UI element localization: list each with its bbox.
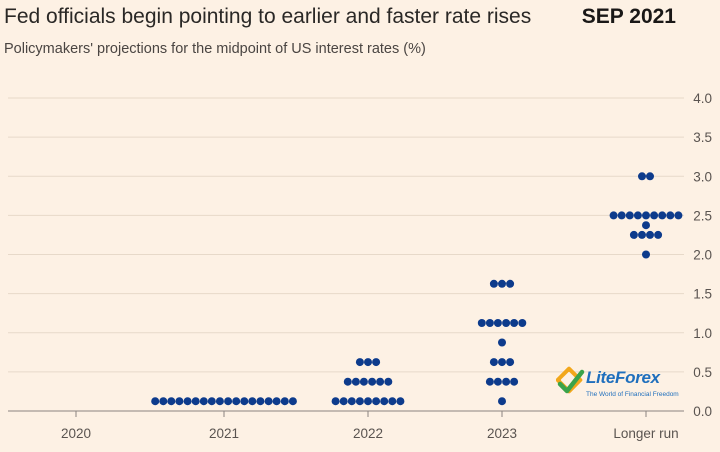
x-tick-label: 2021 <box>209 426 239 441</box>
y-tick-label: 3.0 <box>693 169 712 184</box>
y-tick-label: 2.5 <box>693 208 712 223</box>
x-tick-label: 2022 <box>353 426 383 441</box>
projection-dot <box>376 377 385 386</box>
projection-dot <box>368 377 377 386</box>
projection-dot <box>633 211 642 220</box>
projection-dot <box>518 319 527 327</box>
liteforex-logo-text: LiteForex <box>586 368 660 387</box>
projection-dot <box>629 230 638 239</box>
projection-dot <box>506 358 515 367</box>
projection-dot <box>493 319 502 327</box>
grid-lines <box>8 97 684 373</box>
projection-dot <box>264 397 273 406</box>
projection-dot <box>248 397 257 406</box>
projection-dot <box>232 397 241 406</box>
projection-dot <box>384 377 393 386</box>
projection-dot <box>638 230 646 239</box>
projection-dot <box>510 319 519 327</box>
y-tick-label: 1.0 <box>693 326 712 341</box>
projection-dot <box>256 397 265 406</box>
projection-dot <box>388 397 397 406</box>
projection-dot <box>364 397 372 406</box>
projection-dot <box>351 377 360 386</box>
projection-dot <box>355 397 364 406</box>
projection-dot <box>215 397 224 406</box>
projection-dot <box>183 397 192 406</box>
projection-dot <box>199 397 208 406</box>
projection-dot <box>396 397 405 406</box>
projection-dot <box>372 397 381 406</box>
date-badge: SEP 2021 <box>581 5 676 28</box>
liteforex-tagline: The World of Financial Freedom <box>586 391 679 398</box>
dot-series <box>151 172 683 406</box>
projection-dot <box>355 358 364 367</box>
liteforex-watermark: LiteForex The World of Financial Freedom <box>556 364 682 406</box>
y-tick-label: 1.5 <box>693 287 712 302</box>
projection-dot <box>489 358 498 367</box>
liteforex-logo-icon <box>556 366 585 394</box>
projection-dot <box>489 279 498 288</box>
projection-dot <box>510 377 519 386</box>
projection-dot <box>477 319 486 327</box>
projection-dot <box>191 397 200 406</box>
projection-dot <box>167 397 176 406</box>
y-tick-labels: 0.0 0.5 1.0 1.5 2.0 2.5 3.0 3.5 4.0 <box>693 91 712 419</box>
projection-dot <box>485 377 494 386</box>
projection-dot <box>609 211 618 220</box>
projection-dot <box>280 397 289 406</box>
projection-dot <box>272 397 281 406</box>
projection-dot <box>364 358 372 367</box>
projection-dot <box>224 397 233 406</box>
y-tick-label: 4.0 <box>693 91 712 106</box>
x-tick-label: Longer run <box>613 426 678 441</box>
x-tick-label: 2020 <box>61 426 91 441</box>
projection-dot <box>151 397 160 406</box>
projection-dot <box>625 211 634 220</box>
y-tick-label: 2.0 <box>693 248 712 263</box>
chart-title: Fed officials begin pointing to earlier … <box>4 5 532 28</box>
projection-dot <box>343 377 352 386</box>
projection-dot <box>642 211 650 220</box>
x-axis <box>8 410 684 417</box>
projection-dot <box>498 358 506 367</box>
projection-dot <box>638 172 646 181</box>
projection-dot <box>650 211 659 220</box>
projection-dot <box>498 338 506 347</box>
projection-dot <box>159 397 168 406</box>
projection-dot <box>658 211 667 220</box>
projection-dot <box>502 377 511 386</box>
projection-dot <box>674 211 683 220</box>
projection-dot <box>654 230 663 239</box>
y-tick-label: 0.0 <box>693 404 712 419</box>
projection-dot <box>646 172 654 181</box>
projection-dot <box>498 397 506 406</box>
projection-dot <box>175 397 184 406</box>
x-tick-labels: 2020 2021 2022 2023 Longer run <box>61 426 679 441</box>
projection-dot <box>288 397 297 406</box>
projection-dot <box>372 358 381 367</box>
y-tick-label: 0.5 <box>693 365 712 380</box>
projection-dot <box>240 397 249 406</box>
x-tick-label: 2023 <box>487 426 517 441</box>
projection-dot <box>207 397 216 406</box>
projection-dot <box>502 319 511 327</box>
projection-dot <box>493 377 502 386</box>
projection-dot <box>642 250 650 259</box>
projection-dot <box>666 211 675 220</box>
projection-dot <box>380 397 389 406</box>
projection-dot <box>359 377 368 386</box>
projection-dot <box>347 397 356 406</box>
y-tick-label: 3.5 <box>693 130 712 145</box>
projection-dot <box>646 230 654 239</box>
projection-dot <box>498 279 506 288</box>
projection-dot <box>642 221 650 230</box>
projection-dot <box>617 211 626 220</box>
projection-dot <box>339 397 348 406</box>
projection-dot <box>485 319 494 327</box>
projection-dot <box>506 279 515 288</box>
chart-subtitle: Policymakers' projections for the midpoi… <box>4 41 426 57</box>
projection-dot <box>331 397 340 406</box>
